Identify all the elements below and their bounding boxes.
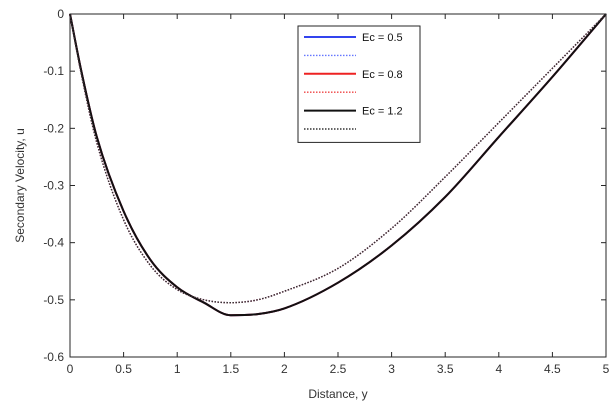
x-tick-label: 5 (603, 362, 610, 376)
x-tick-label: 0.5 (115, 362, 132, 376)
legend-box (297, 25, 421, 143)
x-tick-label: 3.5 (437, 362, 454, 376)
x-axis-label: Distance, y (308, 387, 367, 401)
x-tick-label: 2 (281, 362, 288, 376)
x-tick-label: 1 (174, 362, 181, 376)
y-tick-label: -0.5 (43, 293, 64, 307)
y-tick-label: -0.2 (43, 121, 64, 135)
x-tick-label: 4 (495, 362, 502, 376)
legend-label-3: Ec = 0.8 (362, 69, 403, 81)
y-tick-label: -0.4 (43, 236, 64, 250)
x-tick-label: 3 (388, 362, 395, 376)
x-tick-label: 2.5 (330, 362, 347, 376)
series-layer (69, 13, 607, 317)
series-line-5 (69, 13, 607, 317)
x-tick-label: 0 (67, 362, 74, 376)
legend-label-5: Ec = 1.2 (362, 106, 403, 118)
y-tick-label: -0.3 (43, 179, 64, 193)
y-tick-label: 0 (57, 7, 64, 21)
legend: Ec = 0.5 Ec = 0.8 Ec = 1.2 (297, 25, 421, 143)
y-tick-label: -0.1 (43, 64, 64, 78)
series-line-6 (69, 13, 607, 304)
legend-label-1: Ec = 0.5 (362, 32, 403, 44)
x-tick-label: 4.5 (544, 362, 561, 376)
y-axis-label: Secondary Velocity, u (13, 128, 27, 243)
y-tick-label: -0.6 (43, 350, 64, 364)
axes-layer: 0 0.5 1 1.5 2 2.5 3 3.5 4 4.5 5 0 -0.1 -0.2 -0.3 -0.4 -0… (43, 7, 609, 376)
x-tick-label: 1.5 (222, 362, 239, 376)
